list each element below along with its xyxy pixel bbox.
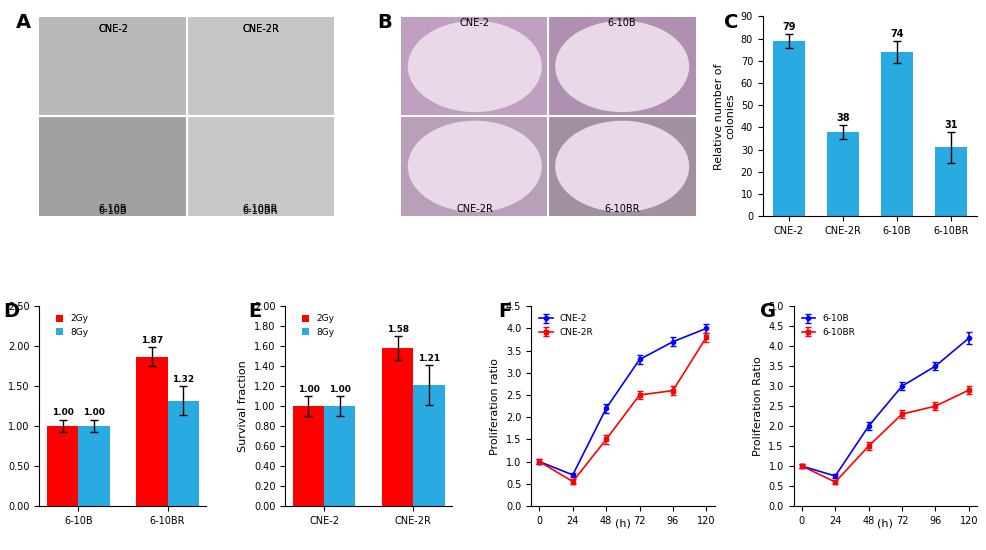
Bar xyxy=(39,117,186,216)
Bar xyxy=(880,52,912,216)
Bar xyxy=(934,147,966,216)
Legend: 6-10B, 6-10BR: 6-10B, 6-10BR xyxy=(798,311,858,340)
Bar xyxy=(548,117,695,216)
Bar xyxy=(186,117,334,216)
Bar xyxy=(323,406,355,506)
Bar xyxy=(400,16,548,117)
Bar xyxy=(400,117,548,216)
X-axis label: (h): (h) xyxy=(877,519,892,529)
Text: 1.32: 1.32 xyxy=(172,375,194,384)
Text: 1.87: 1.87 xyxy=(141,336,163,344)
Text: 1.00: 1.00 xyxy=(328,385,350,394)
Text: CNE-2R: CNE-2R xyxy=(242,25,279,35)
Bar xyxy=(168,400,198,506)
Bar xyxy=(772,41,805,216)
Text: 74: 74 xyxy=(889,29,903,38)
Text: CNE-2: CNE-2 xyxy=(98,25,128,35)
Text: 38: 38 xyxy=(835,113,849,123)
Bar xyxy=(39,16,186,117)
Text: F: F xyxy=(498,302,511,321)
Text: A: A xyxy=(16,13,31,31)
Text: 31: 31 xyxy=(944,120,957,130)
Text: CNE-2: CNE-2 xyxy=(98,25,128,35)
Text: D: D xyxy=(3,302,19,321)
Bar xyxy=(78,426,109,506)
Legend: CNE-2, CNE-2R: CNE-2, CNE-2R xyxy=(535,311,597,340)
Circle shape xyxy=(555,122,688,211)
Text: 6-10BR: 6-10BR xyxy=(243,206,278,216)
Y-axis label: Relative number of
colonies: Relative number of colonies xyxy=(713,63,735,169)
Circle shape xyxy=(408,21,540,112)
Text: 79: 79 xyxy=(781,22,795,32)
Circle shape xyxy=(555,21,688,112)
Bar xyxy=(186,16,334,117)
Text: G: G xyxy=(759,302,776,321)
Text: 1.21: 1.21 xyxy=(417,354,440,363)
Y-axis label: Survival fraction: Survival fraction xyxy=(0,360,3,452)
Text: 6-10B: 6-10B xyxy=(99,206,127,216)
Text: CNE-2R: CNE-2R xyxy=(456,204,493,215)
Bar xyxy=(136,356,168,506)
Bar xyxy=(548,16,695,117)
Text: C: C xyxy=(724,13,738,31)
Bar xyxy=(293,406,323,506)
Text: E: E xyxy=(248,302,261,321)
Legend: 2Gy, 8Gy: 2Gy, 8Gy xyxy=(52,311,92,340)
Text: CNE-2R: CNE-2R xyxy=(242,25,279,35)
Text: 1.00: 1.00 xyxy=(83,408,105,417)
Text: B: B xyxy=(378,13,391,31)
Y-axis label: Survival fraction: Survival fraction xyxy=(239,360,248,452)
X-axis label: (h): (h) xyxy=(614,519,630,529)
Legend: 2Gy, 8Gy: 2Gy, 8Gy xyxy=(298,311,337,340)
Bar xyxy=(47,426,78,506)
Text: 6-10B: 6-10B xyxy=(99,204,127,215)
Text: 6-10B: 6-10B xyxy=(607,19,636,29)
Bar xyxy=(826,132,858,216)
Text: CNE-2: CNE-2 xyxy=(459,19,489,29)
Text: 6-10BR: 6-10BR xyxy=(243,204,278,215)
Y-axis label: Proliferation Ratio: Proliferation Ratio xyxy=(752,356,762,456)
Text: 1.58: 1.58 xyxy=(387,325,408,334)
Bar xyxy=(413,385,444,506)
Text: 1.00: 1.00 xyxy=(297,385,319,394)
Bar xyxy=(382,348,413,506)
Y-axis label: Proliferation ratio: Proliferation ratio xyxy=(490,358,500,454)
Text: 6-10BR: 6-10BR xyxy=(603,204,639,215)
Circle shape xyxy=(408,122,540,211)
Text: 1.00: 1.00 xyxy=(51,408,74,417)
